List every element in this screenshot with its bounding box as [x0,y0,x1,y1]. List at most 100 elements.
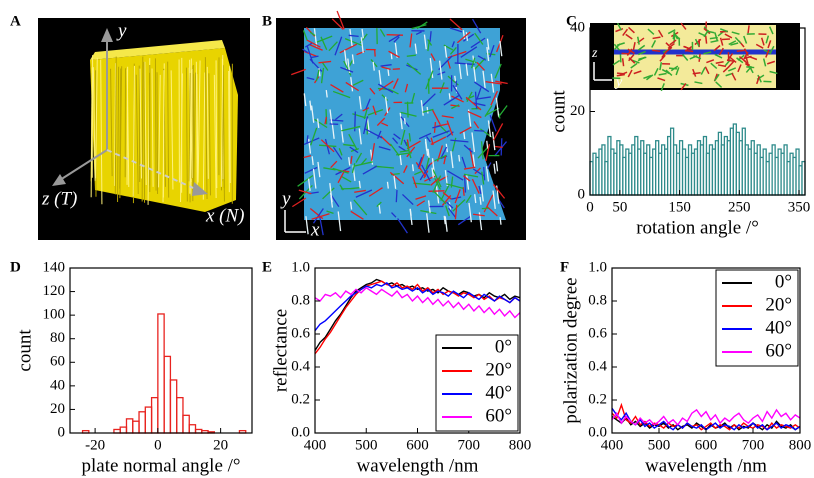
particle [738,56,747,63]
bar [150,396,159,434]
particle [706,59,715,64]
particle [421,164,431,182]
particle [474,81,490,93]
particle [416,200,426,207]
plate-edge [151,68,154,187]
particle [621,52,630,55]
particle [499,217,502,225]
particle [391,212,397,218]
particle [411,92,416,104]
particle [372,105,377,116]
particle [710,62,718,70]
particle [370,59,378,68]
particle [330,160,338,169]
particle [718,47,724,56]
particle [450,139,469,143]
particle [647,28,655,35]
legend-label: 40° [485,382,512,403]
particle [473,121,480,129]
legend-label: 20° [485,359,512,380]
particle [713,44,721,52]
particle [717,64,727,68]
particle [474,32,484,45]
particle [323,167,336,171]
particle [415,195,427,200]
plate-edge [119,68,122,189]
particle [463,166,476,170]
plate-edge [156,72,159,195]
particle [444,216,448,232]
legend-box [715,269,799,367]
particle [298,189,312,195]
particle [454,204,458,220]
particle [361,28,364,39]
particle [465,194,472,204]
particle [660,83,665,92]
y-tick-label: 0.2 [291,391,310,407]
particle [358,96,362,110]
particle [355,152,363,163]
particle [492,190,496,209]
particle [616,72,626,75]
particle [621,58,625,67]
plate-edge [170,70,174,190]
series-line [314,280,521,355]
particle [376,117,386,127]
particle [428,190,445,192]
particle [393,175,397,189]
axis-name: z [591,46,598,61]
y-axis-label: count [548,90,569,133]
legend-label: 60° [485,405,512,426]
axis-name: x [310,219,320,240]
particle [658,72,667,76]
particle [616,73,625,77]
particle [336,10,345,30]
particle [351,54,355,64]
particle [747,25,750,34]
particle [406,101,409,118]
particle [330,194,340,208]
particle [477,55,487,61]
particle [362,165,378,175]
particle [304,42,313,48]
plate-edge [204,57,208,200]
particle [673,33,681,40]
particle [499,40,503,57]
particle [320,139,335,153]
inset-image: z y [590,21,800,92]
particle [715,81,723,88]
particle [760,37,765,46]
y-tick-label: 0 [58,424,66,440]
particle [628,54,635,62]
particle [411,164,415,172]
y-tick-label: 0.6 [588,325,607,341]
panel-label: D [10,259,21,275]
plate-edge [222,70,225,189]
particle [465,32,469,41]
particle [349,28,353,47]
particle [729,56,737,64]
particle [312,168,317,189]
particle [767,40,772,49]
particle [625,33,633,40]
particle [456,31,471,44]
particle [381,122,389,127]
axis-name: z (T) [41,188,77,209]
x-tick-label: 20 [213,437,228,453]
particle [432,169,442,188]
particle [395,189,398,203]
particle [704,35,708,44]
particle [377,83,394,93]
particle [331,122,335,139]
series-line [314,282,521,332]
particle [490,90,499,106]
axis-name: x (N) [205,205,245,226]
particle [465,96,482,111]
particle [487,120,492,138]
particle [420,100,424,116]
particle [474,129,485,132]
y-tick-label: 20 [570,103,585,119]
particle [486,140,489,149]
particle [317,161,321,178]
particle [389,143,400,157]
